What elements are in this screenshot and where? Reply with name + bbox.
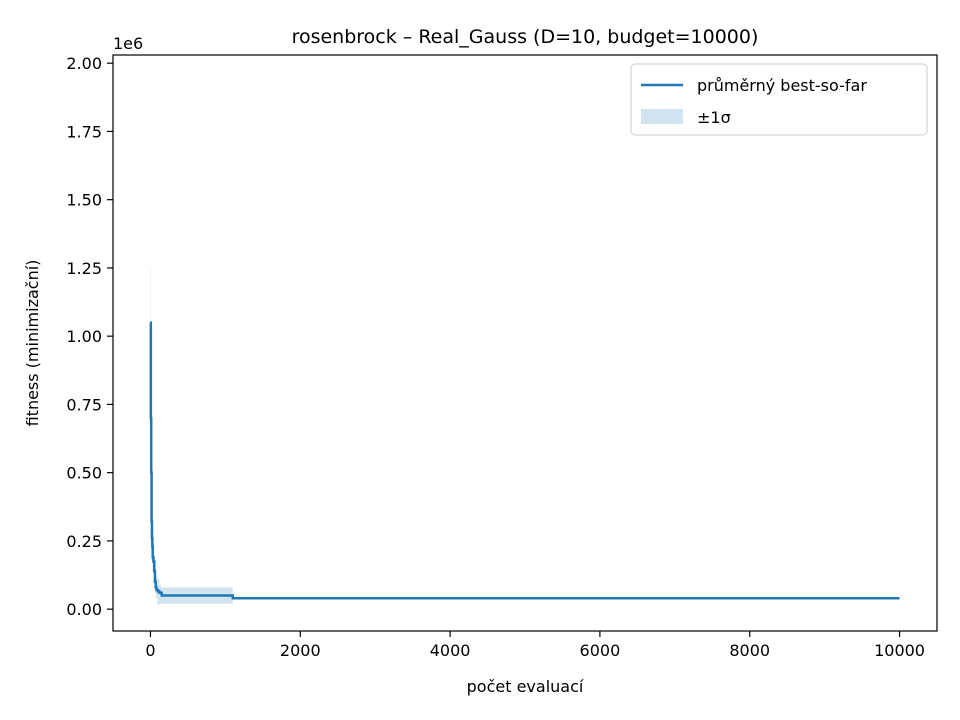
y-tick-label: 1.00 [66, 327, 102, 346]
series-line-layer [149, 321, 900, 600]
chart-title: rosenbrock – Real_Gauss (D=10, budget=10… [292, 26, 759, 48]
y-tick-label: 2.00 [66, 54, 102, 73]
legend-box [630, 63, 928, 136]
y-tick-label: 0.75 [66, 395, 102, 414]
legend-series-label: průměrný best-so-far [697, 76, 867, 95]
y-tick-label: 1.25 [66, 259, 102, 278]
plot-frame [112, 54, 938, 632]
y-offset-label: 1e6 [113, 34, 143, 53]
y-tick-label: 0.25 [66, 532, 102, 551]
y-axis-label: fitness (minimizační) [23, 260, 42, 427]
x-tick-label: 8000 [729, 641, 770, 660]
legend-band-label: ±1σ [697, 108, 731, 127]
plot-area-background [113, 55, 937, 631]
x-axis-label: počet evaluací [467, 677, 584, 696]
x-tick-label: 6000 [580, 641, 621, 660]
y-tick-label: 1.75 [66, 122, 102, 141]
y-tick-label: 0.50 [66, 464, 102, 483]
x-tick-label: 2000 [280, 641, 321, 660]
y-axis-ticks: 0.00 0.25 0.50 0.75 1.00 1.25 1.50 1.75 2.00 [66, 54, 113, 619]
x-tick-label: 4000 [430, 641, 471, 660]
legend-band-swatch [641, 109, 683, 124]
plot-area [112, 54, 938, 632]
x-tick-label: 10000 [874, 641, 925, 660]
series-line-0 [149, 321, 900, 600]
x-tick-label: 0 [145, 641, 155, 660]
legend: průměrný best-so-far ±1σ [630, 63, 928, 136]
y-tick-label: 1.50 [66, 191, 102, 210]
y-tick-label: 0.00 [66, 600, 102, 619]
x-axis-ticks: 0 2000 4000 6000 8000 10000 [145, 631, 925, 660]
